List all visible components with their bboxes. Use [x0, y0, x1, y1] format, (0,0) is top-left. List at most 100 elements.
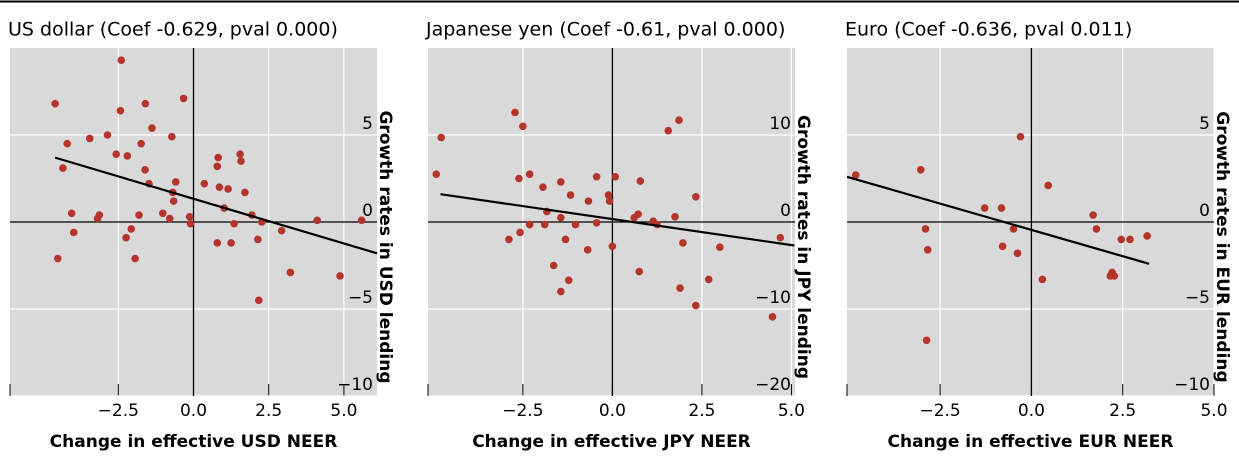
point	[511, 108, 519, 117]
point	[519, 122, 527, 131]
point	[112, 150, 120, 158]
point	[692, 192, 700, 201]
y-axis-title: Growth rates in EUR lending	[1212, 111, 1232, 382]
point	[69, 228, 78, 237]
y-tick-label: −5	[1185, 288, 1210, 308]
point	[123, 152, 132, 160]
point	[1126, 235, 1134, 244]
x-axis-title: Change in effective JPY NEER	[472, 432, 751, 452]
point	[224, 185, 232, 193]
point	[169, 197, 178, 205]
point	[679, 239, 687, 247]
point	[137, 139, 145, 148]
y-tick-label: −5	[348, 288, 373, 308]
y-tick-label: −20	[755, 375, 791, 395]
point	[505, 235, 513, 244]
trend-line	[440, 193, 795, 247]
point	[67, 209, 76, 218]
point	[141, 166, 149, 174]
point	[200, 179, 209, 188]
point	[437, 133, 446, 142]
chart-title: Japanese yen (Coef -0.61, pval 0.000)	[425, 19, 785, 41]
point	[168, 132, 176, 141]
point	[432, 170, 441, 178]
point	[923, 246, 932, 254]
point	[215, 183, 224, 191]
point	[286, 268, 295, 277]
point	[116, 106, 125, 115]
point	[254, 296, 263, 305]
point	[776, 233, 785, 242]
point	[539, 183, 547, 191]
point	[998, 242, 1007, 251]
x-tick-label: 5.0	[1200, 401, 1227, 421]
point	[566, 191, 575, 199]
point	[676, 284, 684, 292]
point	[179, 94, 188, 103]
point	[611, 172, 620, 181]
point	[664, 126, 673, 135]
point	[571, 220, 580, 229]
point	[549, 261, 558, 270]
point	[54, 254, 62, 263]
chart-title: Euro (Coef -0.636, pval 0.011)	[845, 19, 1132, 41]
point	[704, 275, 713, 284]
panel: Japanese yen (Coef -0.61, pval 0.000) −2.…	[425, 19, 813, 453]
x-tick-label: 2.5	[1109, 401, 1136, 421]
trend-line	[54, 156, 378, 255]
point	[921, 225, 930, 233]
point	[1089, 211, 1097, 219]
point	[584, 197, 593, 205]
point	[171, 178, 180, 186]
point	[227, 239, 235, 247]
point	[1013, 249, 1022, 258]
point	[277, 226, 286, 235]
point	[1009, 225, 1018, 233]
point	[671, 212, 679, 221]
point	[636, 177, 645, 185]
point	[1092, 225, 1101, 233]
y-tick-label: 0	[1199, 201, 1210, 221]
point	[1110, 272, 1119, 280]
point	[148, 124, 156, 132]
point	[122, 233, 130, 242]
x-tick-label: 5.0	[778, 401, 805, 421]
y-tick-label: −10	[755, 288, 791, 308]
y-axis-title: Growth rates in USD lending	[375, 110, 395, 383]
point	[85, 134, 94, 143]
point	[557, 213, 565, 222]
point	[768, 313, 777, 321]
point	[213, 239, 222, 247]
point	[922, 336, 931, 345]
point	[980, 204, 989, 212]
point	[675, 116, 683, 125]
point	[540, 220, 549, 229]
point	[605, 197, 614, 205]
point	[1044, 181, 1053, 190]
x-axis-title: Change in effective EUR NEER	[888, 432, 1174, 452]
y-tick-label: 10	[769, 114, 791, 134]
panel: US dollar (Coef -0.629, pval 0.000) −2.5 0…	[8, 19, 395, 453]
point	[634, 210, 642, 218]
point	[186, 219, 195, 228]
point	[604, 191, 613, 199]
point	[515, 174, 523, 183]
point	[127, 225, 136, 233]
point	[185, 212, 194, 221]
point	[592, 219, 601, 227]
point	[564, 276, 573, 285]
point	[254, 235, 262, 244]
point	[51, 99, 59, 108]
point	[1016, 132, 1025, 141]
point	[608, 242, 617, 251]
x-tick-label: 0.0	[599, 401, 626, 421]
point	[1117, 235, 1126, 244]
y-axis-title: Growth rates in JPY lending	[793, 115, 813, 379]
point	[131, 254, 139, 263]
point	[141, 99, 150, 108]
point	[916, 166, 925, 174]
point	[583, 246, 592, 254]
trend-line	[846, 175, 1150, 265]
point	[716, 243, 724, 252]
